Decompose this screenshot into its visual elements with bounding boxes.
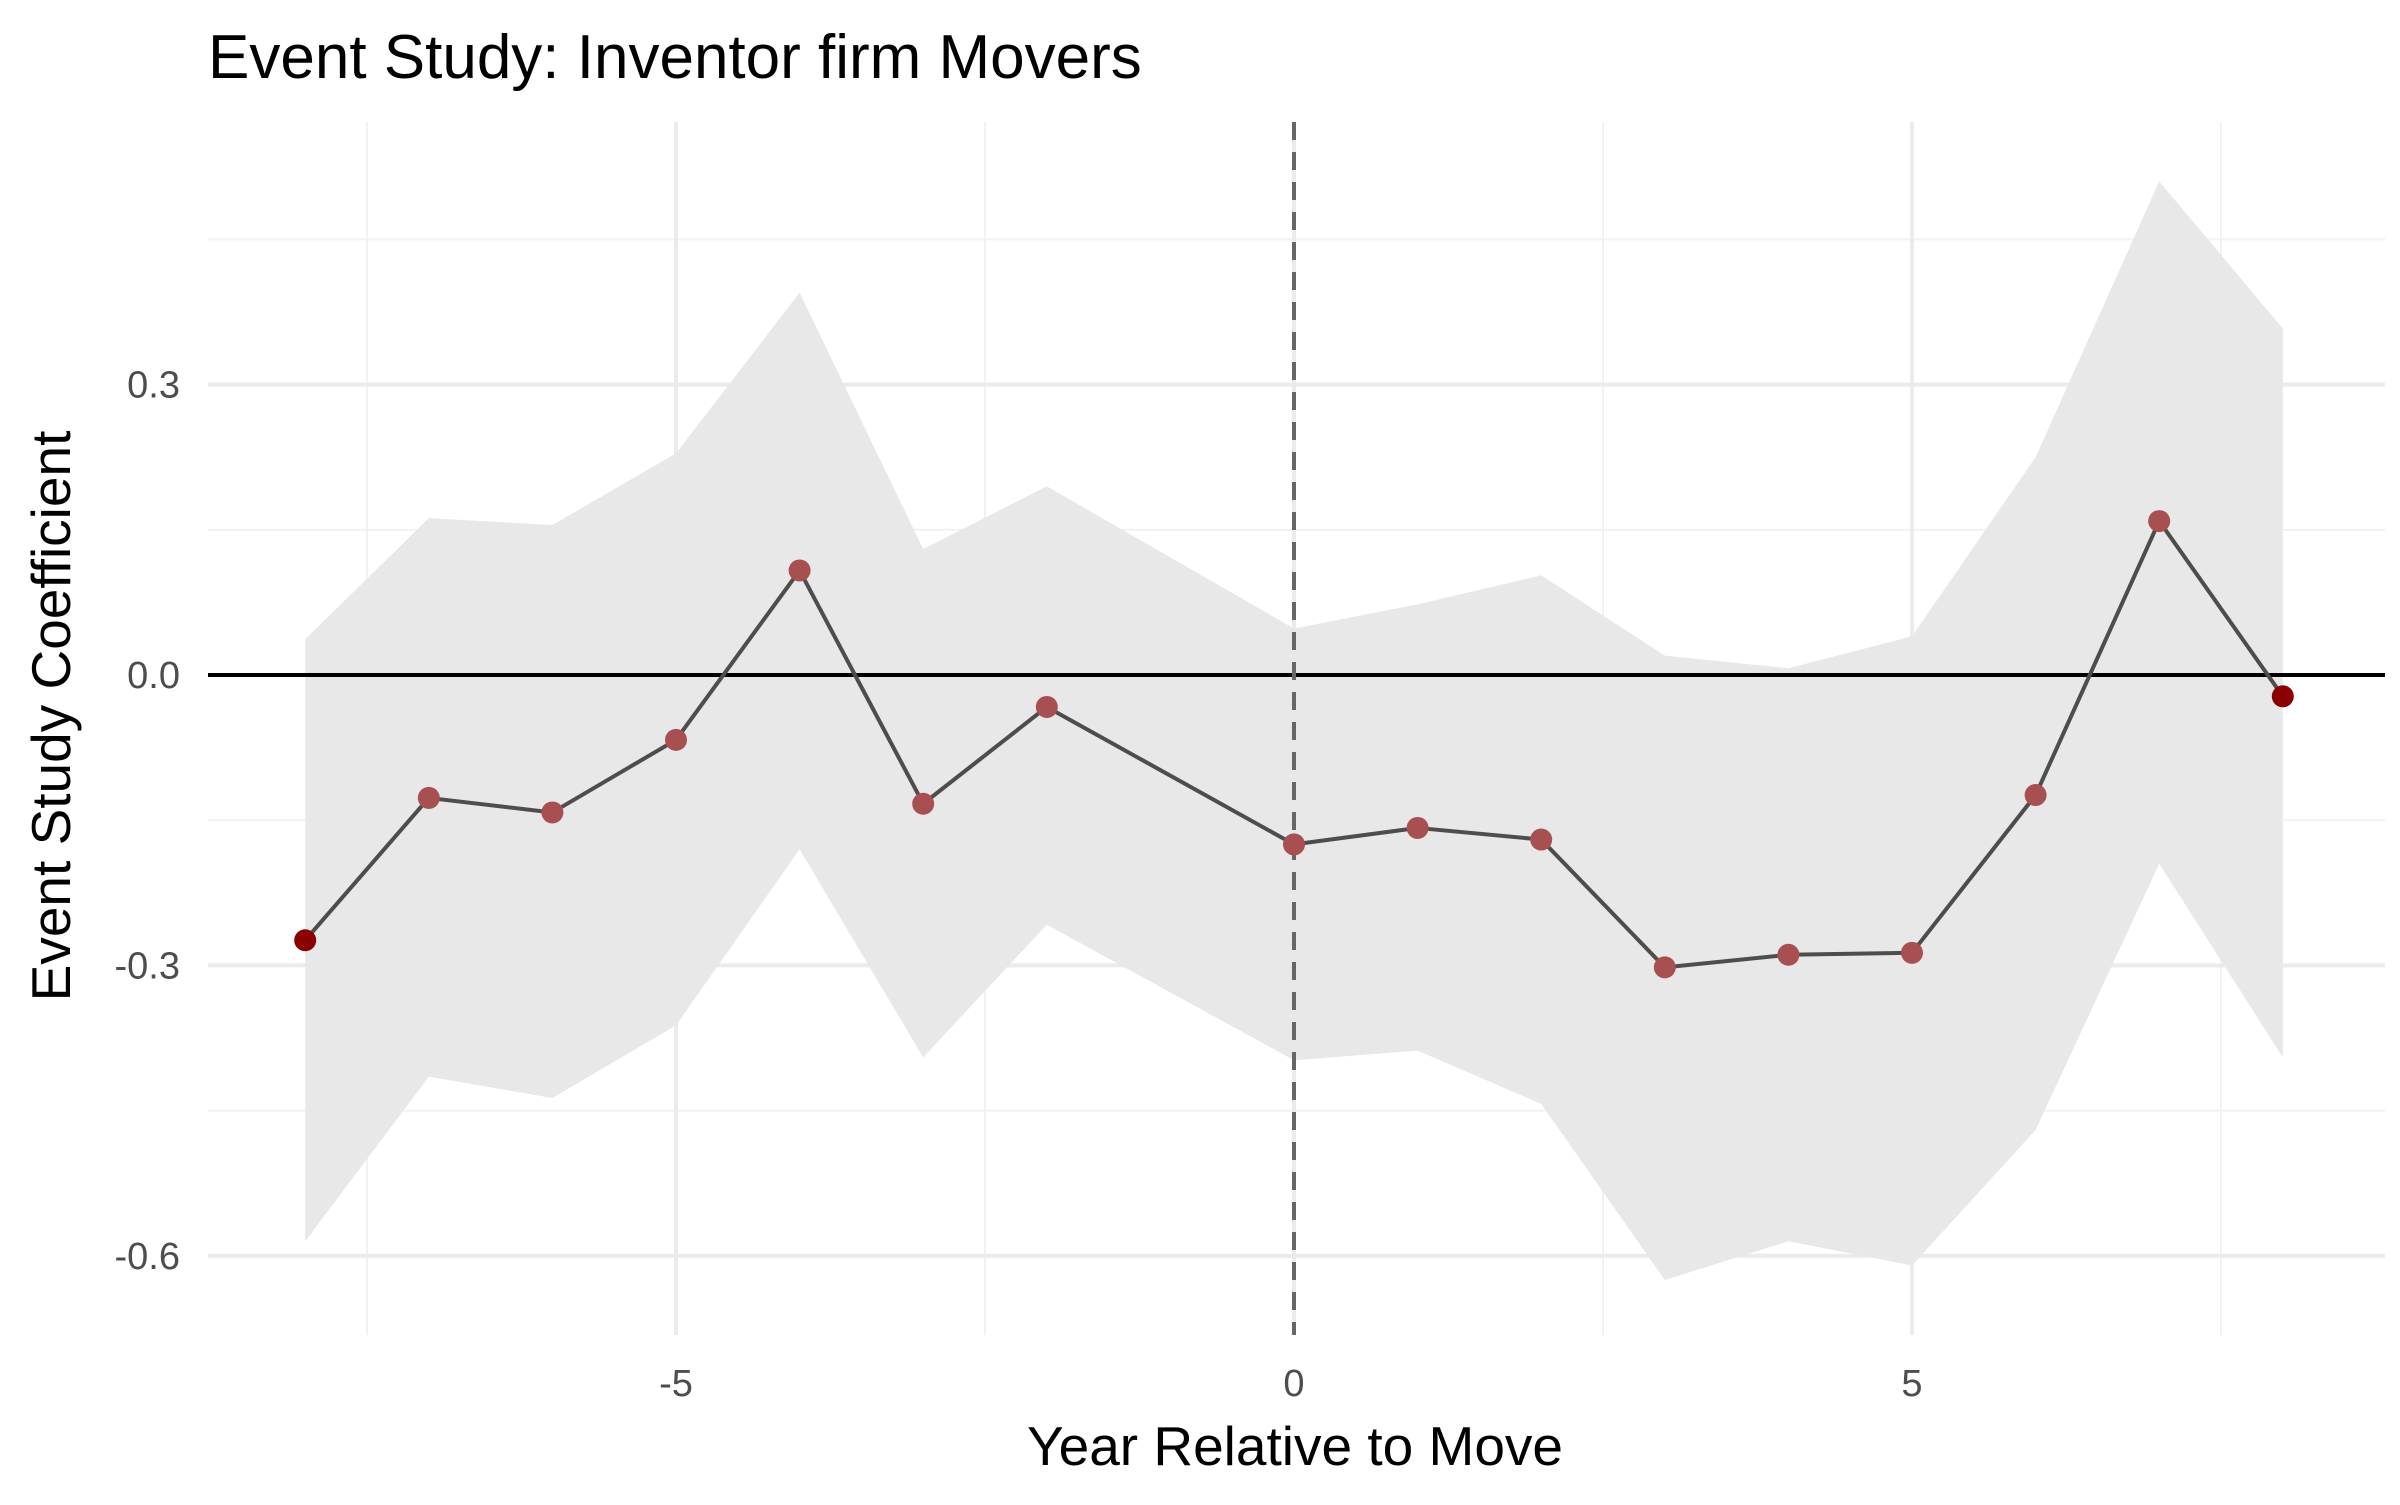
x-tick-label: 5 — [1901, 1363, 1922, 1405]
coefficient-point — [294, 929, 317, 952]
y-axis-title: Event Study Coefficient — [20, 431, 82, 1002]
coefficient-point — [2148, 510, 2171, 533]
reference-lines — [208, 122, 2385, 1335]
coefficient-point — [1530, 828, 1553, 851]
coefficient-point — [2271, 685, 2294, 708]
coefficient-point — [541, 801, 564, 824]
coefficient-line — [303, 519, 2285, 970]
coefficient-point — [1283, 833, 1305, 856]
coefficient-polyline — [303, 519, 2285, 970]
coefficient-point — [1406, 816, 1429, 839]
coefficient-points — [294, 510, 2294, 979]
y-tick-label: 0.0 — [127, 655, 180, 697]
coefficient-point — [788, 559, 811, 582]
x-tick-label: -5 — [659, 1363, 693, 1405]
coefficient-point — [1777, 943, 1800, 966]
coefficient-point — [2024, 784, 2047, 807]
chart-title: Event Study: Inventor firm Movers — [208, 23, 1142, 92]
x-axis-title: Year Relative to Move — [1027, 1415, 1563, 1477]
y-tick-labels: -0.6 -0.3 0.0 0.3 — [115, 365, 180, 1278]
coefficient-point — [665, 728, 687, 751]
y-tick-label: -0.6 — [115, 1236, 180, 1278]
coefficient-point — [912, 792, 935, 815]
x-tick-label: 0 — [1283, 1363, 1304, 1405]
coefficient-point — [1035, 695, 1058, 718]
coefficient-point — [1901, 941, 1923, 964]
y-tick-label: 0.3 — [127, 365, 180, 407]
coefficient-point — [417, 786, 440, 809]
y-tick-label: -0.3 — [115, 945, 180, 987]
x-tick-labels: -5 0 5 — [659, 1363, 1922, 1405]
coefficient-point — [1653, 956, 1676, 979]
